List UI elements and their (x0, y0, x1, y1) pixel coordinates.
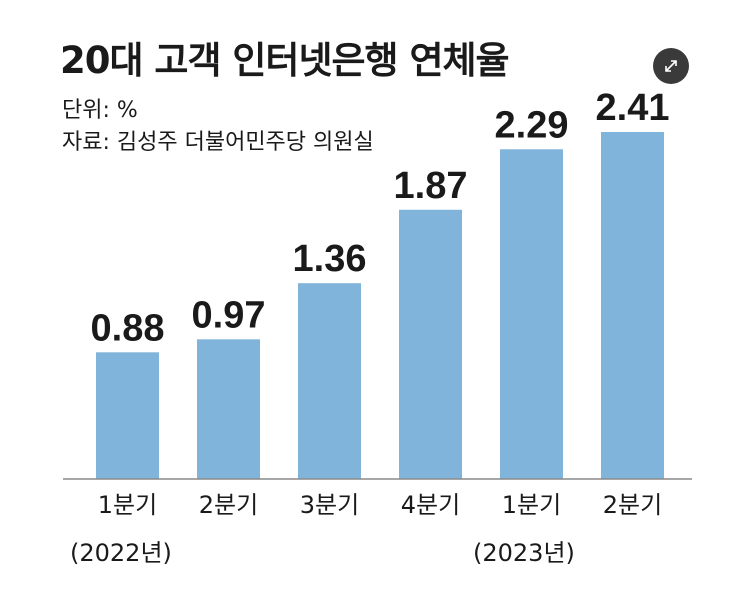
year-label-2022: (2022년) (70, 539, 172, 567)
category-label-3: 3분기 (300, 491, 359, 519)
value-label-2: 0.97 (192, 294, 266, 336)
value-label-4: 1.87 (394, 165, 468, 207)
bar-4 (399, 209, 462, 479)
bar-6 (601, 132, 664, 479)
unit-label: 단위: % (62, 98, 138, 123)
category-label-6: 2분기 (603, 491, 662, 519)
year-label-2023: (2023년) (473, 539, 575, 567)
category-label-5: 1분기 (502, 491, 561, 519)
page-title: 20대 고객 인터넷은행 연체율 (60, 39, 510, 82)
value-label-6: 2.41 (596, 87, 670, 129)
category-label-1: 1분기 (98, 491, 157, 519)
bar-3 (298, 283, 361, 479)
bar-2 (197, 339, 260, 479)
value-label-5: 2.29 (495, 104, 569, 146)
value-label-3: 1.36 (293, 238, 367, 280)
expand-button[interactable] (653, 48, 689, 84)
expand-icon (665, 60, 677, 72)
source-label: 자료: 김성주 더불어민주당 의원실 (62, 130, 374, 155)
bar-1 (96, 352, 159, 479)
bar-5 (500, 149, 563, 479)
value-label-1: 0.88 (91, 307, 165, 349)
category-label-4: 4분기 (401, 491, 460, 519)
category-label-2: 2분기 (199, 491, 258, 519)
